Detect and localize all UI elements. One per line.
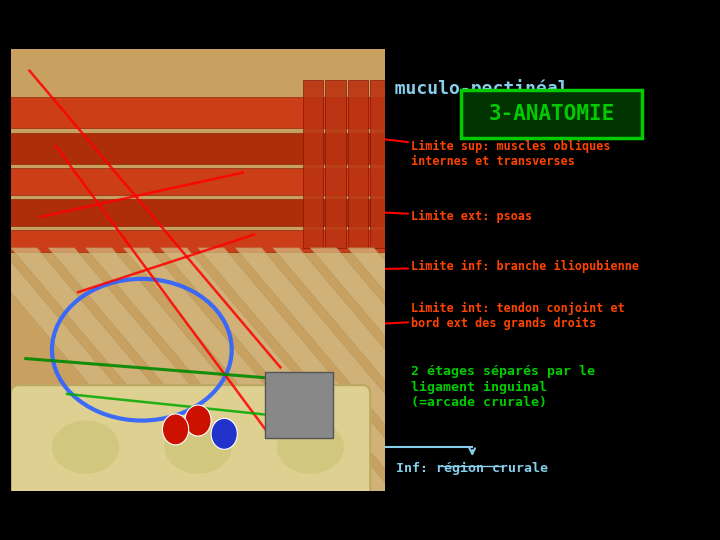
Bar xyxy=(0,97,404,129)
Text: 2 étages séparés par le
ligament inguinal
(=arcade crurale): 2 étages séparés par le ligament inguina… xyxy=(411,366,595,409)
Circle shape xyxy=(163,414,189,445)
Text: Limite ext: psoas: Limite ext: psoas xyxy=(296,206,532,223)
Polygon shape xyxy=(11,248,243,491)
Bar xyxy=(325,79,346,248)
FancyBboxPatch shape xyxy=(11,49,385,491)
Polygon shape xyxy=(48,248,280,491)
FancyBboxPatch shape xyxy=(461,90,642,138)
Polygon shape xyxy=(0,248,205,491)
Polygon shape xyxy=(198,248,430,491)
Bar xyxy=(0,199,404,226)
Text: Inf: région crurale: Inf: région crurale xyxy=(396,462,548,475)
Polygon shape xyxy=(235,248,467,491)
Text: Limite int: tendon conjoint et
bord ext des grands droits: Limite int: tendon conjoint et bord ext … xyxy=(293,302,624,330)
Text: Sup: région inguinale: Sup: région inguinale xyxy=(215,462,383,475)
Text: Limite inf: branche iliopubienne: Limite inf: branche iliopubienne xyxy=(290,260,639,273)
Circle shape xyxy=(211,418,238,449)
Ellipse shape xyxy=(276,421,344,474)
Polygon shape xyxy=(161,248,392,491)
Text: Région de l’aine = orifice muculo-pectinéal: Région de l’aine = orifice muculo-pectin… xyxy=(101,79,569,98)
Circle shape xyxy=(185,405,211,436)
Ellipse shape xyxy=(164,421,232,474)
Bar xyxy=(303,79,323,248)
FancyBboxPatch shape xyxy=(11,385,370,500)
Bar xyxy=(0,168,404,195)
Text: 3-ANATOMIE: 3-ANATOMIE xyxy=(489,104,615,124)
Polygon shape xyxy=(310,248,542,491)
Bar xyxy=(0,133,404,164)
Text: Limite sup: muscles obliques
internes et transverses: Limite sup: muscles obliques internes et… xyxy=(305,128,611,168)
Bar xyxy=(0,230,404,252)
Polygon shape xyxy=(273,248,505,491)
Bar xyxy=(370,79,391,248)
Polygon shape xyxy=(385,248,617,491)
Ellipse shape xyxy=(52,421,120,474)
Bar xyxy=(266,372,333,438)
Bar xyxy=(348,79,369,248)
Polygon shape xyxy=(123,248,355,491)
Polygon shape xyxy=(86,248,318,491)
Polygon shape xyxy=(348,248,580,491)
